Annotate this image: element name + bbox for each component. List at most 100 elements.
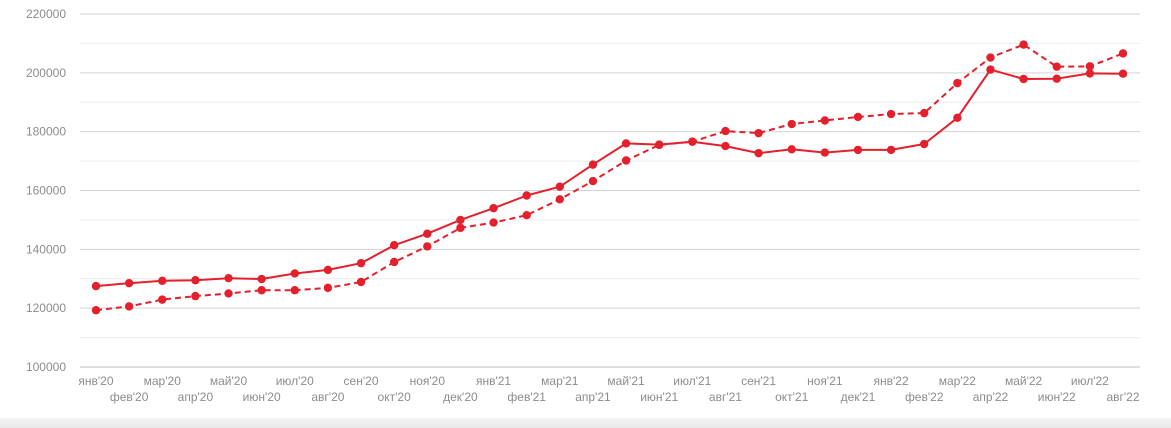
data-point[interactable] xyxy=(853,145,863,155)
x-tick-label: мар'22 xyxy=(939,374,977,388)
data-point[interactable] xyxy=(456,223,465,233)
data-point[interactable] xyxy=(588,176,598,186)
x-tick-label: июл'21 xyxy=(673,374,711,388)
data-point[interactable] xyxy=(191,276,200,285)
x-tick-label: май'21 xyxy=(607,374,645,388)
y-tick-label: 200000 xyxy=(26,66,66,80)
data-point[interactable] xyxy=(555,195,565,204)
x-tick-label: ноя'21 xyxy=(807,374,843,388)
data-point[interactable] xyxy=(721,126,730,136)
data-point[interactable] xyxy=(423,229,432,238)
data-point[interactable] xyxy=(555,182,565,191)
x-tick-label: фев'21 xyxy=(507,390,546,404)
data-point[interactable] xyxy=(191,291,200,301)
data-point[interactable] xyxy=(522,211,531,220)
data-point[interactable] xyxy=(489,218,498,227)
x-tick-label: май'20 xyxy=(210,374,248,388)
data-point[interactable] xyxy=(1052,74,1061,83)
bottom-strip xyxy=(0,418,1171,428)
x-tick-label: фев'20 xyxy=(110,390,149,404)
data-point[interactable] xyxy=(787,119,796,129)
data-point[interactable] xyxy=(323,265,333,275)
x-tick-label: дек'20 xyxy=(443,390,478,404)
series-line-dashed xyxy=(95,43,1124,312)
x-tick-label: июн'21 xyxy=(640,390,678,404)
data-point[interactable] xyxy=(654,140,664,150)
data-point[interactable] xyxy=(290,286,299,295)
data-point[interactable] xyxy=(820,116,830,125)
data-point[interactable] xyxy=(522,191,531,200)
data-point[interactable] xyxy=(389,241,399,250)
data-point[interactable] xyxy=(158,276,167,286)
data-point[interactable] xyxy=(356,258,366,268)
data-point[interactable] xyxy=(489,203,498,213)
x-tick-label: авг'22 xyxy=(1106,390,1139,404)
data-point[interactable] xyxy=(754,128,763,138)
x-tick-label: окт'21 xyxy=(775,390,809,404)
data-point[interactable] xyxy=(853,112,863,122)
x-tick-label: мар'21 xyxy=(541,374,579,388)
y-axis-ticks: 100000 120000 140000 160000 180000 200000 2200… xyxy=(26,7,66,374)
y-tick-label: 120000 xyxy=(26,301,66,315)
y-tick-label: 220000 xyxy=(26,7,66,21)
data-point[interactable] xyxy=(886,145,896,155)
data-point[interactable] xyxy=(323,283,333,293)
x-axis-ticks: янв'20 фев'20 мар'20 апр'20 май'20 июн'20 июл'… xyxy=(78,374,1139,404)
y-tick-label: 140000 xyxy=(26,242,66,256)
data-point[interactable] xyxy=(787,145,796,154)
data-point[interactable] xyxy=(257,286,266,295)
data-point[interactable] xyxy=(356,277,366,287)
x-tick-label: сен'20 xyxy=(344,374,379,388)
data-point[interactable] xyxy=(124,278,134,288)
y-tick-label: 100000 xyxy=(26,360,66,374)
data-point[interactable] xyxy=(920,139,929,149)
data-point[interactable] xyxy=(1085,69,1095,78)
x-tick-label: апр'20 xyxy=(178,390,214,404)
data-point[interactable] xyxy=(820,148,830,157)
data-point[interactable] xyxy=(1118,49,1128,58)
data-point[interactable] xyxy=(257,274,266,284)
data-point[interactable] xyxy=(953,113,962,123)
data-point[interactable] xyxy=(621,156,631,165)
data-point[interactable] xyxy=(224,273,233,283)
data-point[interactable] xyxy=(91,281,101,291)
data-point[interactable] xyxy=(456,215,465,225)
data-point[interactable] xyxy=(886,109,896,119)
data-point[interactable] xyxy=(423,242,432,251)
data-point[interactable] xyxy=(224,289,233,298)
series-line-solid xyxy=(95,68,1124,288)
data-point[interactable] xyxy=(1118,69,1128,78)
x-tick-label: май'22 xyxy=(1005,374,1043,388)
data-point[interactable] xyxy=(986,53,995,62)
data-point[interactable] xyxy=(1019,40,1028,49)
x-tick-label: янв'22 xyxy=(874,374,909,388)
data-point[interactable] xyxy=(721,141,730,151)
x-tick-label: окт'20 xyxy=(378,390,412,404)
data-point[interactable] xyxy=(953,78,962,88)
data-point[interactable] xyxy=(621,139,631,148)
data-point[interactable] xyxy=(389,257,399,267)
x-tick-label: авг'20 xyxy=(311,390,344,404)
data-point[interactable] xyxy=(158,295,167,304)
series-layer xyxy=(91,40,1128,315)
x-tick-label: июн'22 xyxy=(1038,390,1076,404)
data-point[interactable] xyxy=(588,160,598,169)
data-point[interactable] xyxy=(688,137,697,146)
data-point[interactable] xyxy=(920,108,929,118)
data-point[interactable] xyxy=(1019,74,1028,84)
x-tick-label: июл'20 xyxy=(276,374,314,388)
data-point[interactable] xyxy=(91,306,101,315)
data-point[interactable] xyxy=(124,302,134,311)
data-point[interactable] xyxy=(290,269,299,278)
grid-lines xyxy=(80,13,1140,368)
x-tick-label: мар'20 xyxy=(144,374,182,388)
x-tick-label: янв'21 xyxy=(476,374,511,388)
data-point[interactable] xyxy=(986,65,995,74)
data-point[interactable] xyxy=(1085,62,1095,71)
data-point[interactable] xyxy=(1052,62,1061,71)
x-tick-label: апр'22 xyxy=(973,390,1009,404)
x-tick-label: сен'21 xyxy=(741,374,776,388)
data-point[interactable] xyxy=(754,148,763,158)
x-tick-label: апр'21 xyxy=(575,390,611,404)
